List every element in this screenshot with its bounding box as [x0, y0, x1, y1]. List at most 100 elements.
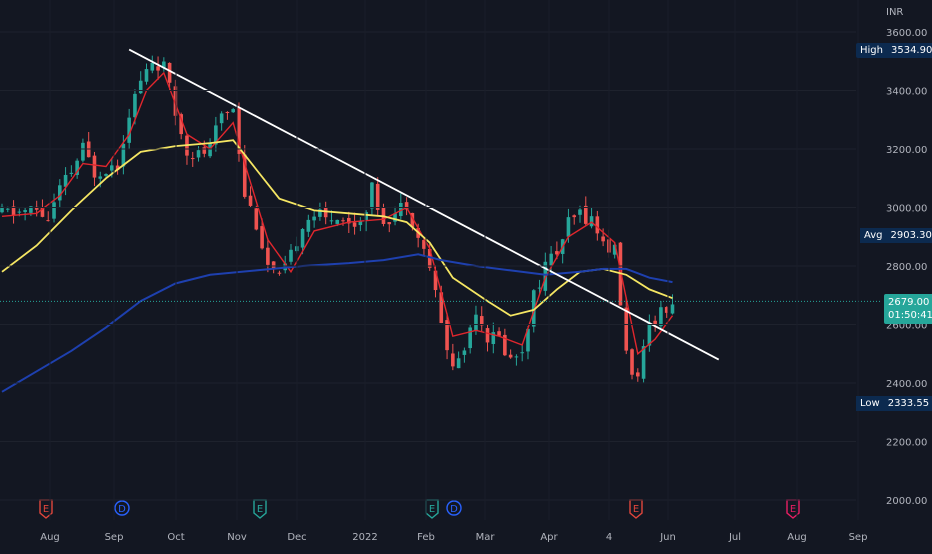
candle-body	[462, 350, 467, 355]
last-price-badge: 2679.00 01:50:41	[884, 294, 932, 324]
candle-body	[219, 113, 224, 124]
candle-body	[52, 202, 56, 219]
price-tick-label: 3600.00	[886, 28, 927, 39]
candle-body	[636, 372, 640, 377]
candle-body	[150, 63, 155, 71]
bar-countdown: 01:50:41	[888, 310, 932, 321]
candle-body	[399, 202, 403, 217]
candle-body	[271, 261, 276, 270]
candle-body	[196, 150, 201, 158]
marker-label: E	[257, 504, 263, 515]
candle-body	[572, 215, 577, 218]
time-tick-label: 4	[606, 532, 612, 543]
candle-body	[555, 251, 559, 255]
avg-badge-value: 2903.30	[886, 228, 932, 243]
marker-label: D	[118, 504, 126, 515]
candle-body	[260, 226, 264, 249]
time-tick-label: Aug	[40, 532, 60, 543]
candle-body	[266, 247, 270, 265]
candle-body	[404, 202, 409, 210]
dividend-marker-icon[interactable]: D	[446, 500, 462, 516]
candle-body	[612, 244, 617, 255]
candle-body	[0, 206, 4, 213]
candle-body	[630, 349, 634, 375]
time-tick-label: 2022	[352, 532, 377, 543]
marker-label: E	[429, 504, 435, 515]
candle-body	[589, 216, 594, 227]
earnings-marker-icon[interactable]: E	[253, 499, 267, 519]
candle-body	[248, 195, 253, 206]
candle-body	[329, 220, 334, 222]
time-tick-label: Jul	[728, 532, 741, 543]
moving-averages-layer	[1, 71, 674, 393]
marker-label: E	[790, 504, 796, 515]
candle-body	[664, 307, 669, 313]
candle-body	[202, 147, 207, 154]
candle-body	[335, 219, 340, 224]
candle-body	[566, 217, 571, 237]
candle-body	[624, 307, 629, 351]
candle-body	[156, 66, 160, 71]
time-tick-label: Sep	[105, 532, 124, 543]
candle-body	[17, 211, 22, 213]
candle-body	[341, 220, 345, 222]
candle-body	[63, 174, 68, 187]
avg-badge-label: Avg	[860, 228, 887, 243]
candle-body	[422, 240, 426, 249]
candle-body	[237, 107, 241, 154]
candle-body	[225, 111, 230, 113]
trendline[interactable]	[128, 48, 720, 361]
price-tick-label: 2800.00	[886, 262, 927, 273]
candle-body	[526, 328, 530, 352]
low-badge-label: Low	[856, 396, 884, 411]
candle-body	[595, 216, 600, 234]
dividend-marker-icon[interactable]: D	[114, 500, 130, 516]
candle-body	[133, 93, 137, 118]
candle-body	[439, 292, 444, 324]
candle-body	[474, 314, 478, 331]
low-badge: Low 2333.55	[856, 396, 932, 411]
axes-layer: 3600.00 3400.00 3200.00 3000.00 2800.00 2600.…	[0, 28, 928, 543]
candle-body	[58, 185, 62, 201]
candle-body	[34, 206, 39, 210]
time-tick-label: Nov	[227, 532, 247, 543]
marker-label: E	[633, 504, 639, 515]
price-tick-label: 3200.00	[886, 145, 927, 156]
candle-body	[312, 216, 316, 221]
marker-shape	[114, 500, 130, 516]
candle-body	[531, 290, 536, 327]
candle-body	[98, 176, 103, 179]
candle-body	[583, 205, 588, 224]
candle-body	[520, 352, 524, 354]
candle-body	[69, 172, 74, 174]
candle-body	[277, 272, 282, 274]
candle-body	[456, 358, 461, 369]
ma-slow-line	[1, 253, 673, 393]
earnings-marker-icon[interactable]: E	[629, 499, 643, 519]
candle-body	[433, 270, 438, 291]
candle-body	[75, 160, 79, 175]
trendline-layer[interactable]	[128, 48, 720, 361]
candle-body	[121, 143, 126, 167]
candle-body	[503, 334, 507, 356]
candle-body	[549, 253, 553, 266]
price-tick-label: 2200.00	[886, 438, 927, 449]
time-tick-label: Jun	[659, 532, 676, 543]
candle-body	[306, 219, 311, 232]
high-badge-value: 3534.90	[886, 43, 932, 58]
candle-body	[497, 331, 501, 336]
earnings-marker-icon[interactable]: E	[425, 499, 439, 519]
candle-body	[179, 114, 183, 135]
candle-body	[670, 304, 675, 314]
time-tick-label: Mar	[476, 532, 496, 543]
candle-body	[653, 320, 657, 325]
candle-body	[11, 206, 16, 215]
candle-body	[208, 143, 212, 157]
candle-body	[427, 249, 432, 268]
candle-body	[514, 356, 519, 358]
marker-shape	[446, 500, 462, 516]
time-tick-label: Oct	[167, 532, 184, 543]
